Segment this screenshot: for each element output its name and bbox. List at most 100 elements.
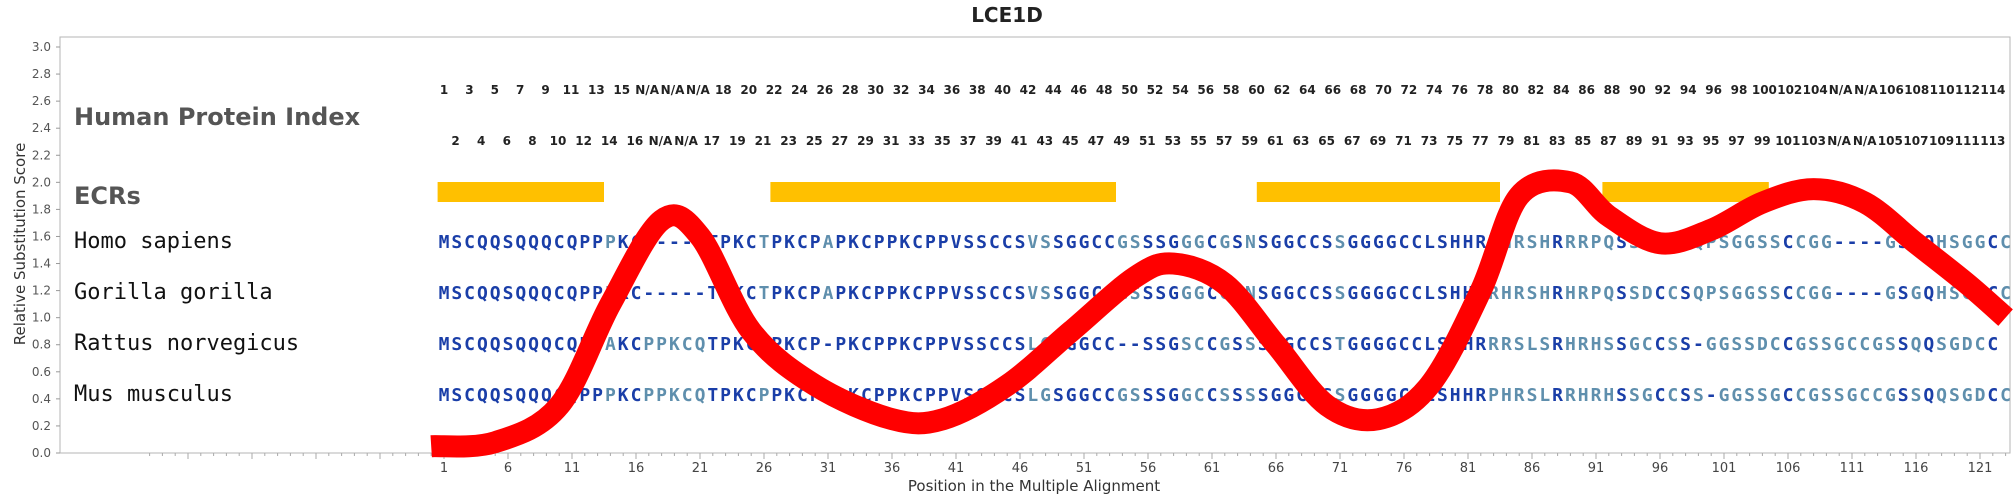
residue: C	[1194, 385, 1205, 406]
residue: S	[1245, 334, 1256, 355]
residue: S	[503, 283, 514, 304]
residue: V	[951, 385, 962, 406]
residue: C	[1399, 283, 1410, 304]
residue: S	[1629, 283, 1640, 304]
residue: C	[797, 334, 808, 355]
residue: S	[1680, 385, 1691, 406]
y-tick-label: 2.6	[32, 94, 51, 108]
protein-index-label: 95	[1703, 134, 1720, 148]
protein-index-label: 37	[960, 134, 977, 148]
protein-index-label: 77	[1472, 134, 1489, 148]
residue: P	[938, 232, 949, 253]
residue: G	[1386, 232, 1397, 253]
x-tick-label: 61	[1204, 461, 1221, 476]
residue: R	[1514, 232, 1525, 253]
residue: P	[887, 283, 898, 304]
residue: G	[1079, 334, 1090, 355]
residue: H	[1603, 385, 1614, 406]
chart-title: LCE1D	[971, 3, 1043, 27]
residue: G	[1706, 334, 1717, 355]
residue: S	[1335, 283, 1346, 304]
residue: G	[1219, 232, 1230, 253]
residue: S	[1143, 283, 1154, 304]
y-axis: 0.0 0.2 0.4 0.6 0.8 1.0 1.2 1.4 1.6 1.8 2.0 2.2 2.4 2…	[32, 40, 60, 460]
residue: C	[464, 283, 475, 304]
residue: S	[1667, 334, 1678, 355]
residue: Q	[567, 283, 578, 304]
residue: S	[1616, 334, 1627, 355]
human-protein-index: 1 3 5 7 9 11 13 15 N/A N/A N/A 18 20 22 24 26 28 30 32 34 36…	[440, 83, 2006, 148]
protein-index-label: 90	[1629, 83, 1646, 97]
residue: S	[1130, 232, 1141, 253]
residue: S	[1693, 385, 1704, 406]
residue: G	[1373, 283, 1384, 304]
residue: G	[1066, 283, 1077, 304]
residue: C	[2000, 283, 2011, 304]
residue: M	[439, 232, 450, 253]
protein-index-label: 32	[893, 83, 910, 97]
residue: S	[503, 232, 514, 253]
residue: Q	[541, 334, 552, 355]
protein-index-label: 53	[1165, 134, 1182, 148]
residue: H	[1463, 232, 1474, 253]
residue: -	[656, 232, 667, 253]
protein-index-label: 12	[575, 134, 592, 148]
residue: S	[1770, 232, 1781, 253]
residue: Q	[515, 283, 526, 304]
residue: S	[1143, 385, 1154, 406]
protein-index-label: N/A	[635, 83, 659, 97]
residue: -	[1847, 283, 1858, 304]
residue: C	[746, 283, 757, 304]
residue: G	[1821, 283, 1832, 304]
protein-index-label: 11	[563, 83, 580, 97]
residue: K	[784, 334, 795, 355]
residue: P	[605, 385, 616, 406]
residue: G	[1962, 385, 1973, 406]
residue: G	[1962, 232, 1973, 253]
residue: G	[1731, 385, 1742, 406]
residue: P	[656, 385, 667, 406]
residue: S	[1143, 334, 1154, 355]
residue: C	[1091, 385, 1102, 406]
residue: S	[1040, 232, 1051, 253]
residue: G	[1744, 232, 1755, 253]
residue: P	[810, 232, 821, 253]
residue: C	[1667, 283, 1678, 304]
residue: G	[1386, 283, 1397, 304]
residue: G	[1360, 283, 1371, 304]
residue: G	[1808, 283, 1819, 304]
residue: G	[1731, 232, 1742, 253]
residue: M	[439, 385, 450, 406]
residue: C	[1309, 334, 1320, 355]
residue: S	[1437, 232, 1448, 253]
residue: G	[1834, 334, 1845, 355]
residue: T	[759, 232, 770, 253]
protein-index-label: 103	[1801, 134, 1826, 148]
residue: V	[951, 283, 962, 304]
residue: R	[1488, 334, 1499, 355]
residue: Q	[477, 232, 488, 253]
residue: C	[1655, 283, 1666, 304]
residue: P	[874, 232, 885, 253]
protein-index-label: 44	[1045, 83, 1062, 97]
residue: C	[989, 232, 1000, 253]
protein-index-label: 62	[1274, 83, 1291, 97]
residue: P	[938, 283, 949, 304]
residue: S	[1053, 283, 1064, 304]
residue: A	[605, 334, 616, 355]
x-tick-label: 6	[504, 461, 512, 476]
residue: R	[1514, 283, 1525, 304]
protein-index-label: 114	[1980, 83, 2005, 97]
protein-index-label: 25	[806, 134, 823, 148]
residue: G	[1066, 385, 1077, 406]
residue: S	[1437, 385, 1448, 406]
residue: Q	[1693, 283, 1704, 304]
residue: P	[874, 283, 885, 304]
protein-index-label: 29	[857, 134, 874, 148]
protein-index-label: 59	[1241, 134, 1258, 148]
residue: C	[1207, 334, 1218, 355]
residue: Q	[528, 283, 539, 304]
residue: P	[925, 334, 936, 355]
y-tick-label: 0.4	[32, 392, 51, 406]
